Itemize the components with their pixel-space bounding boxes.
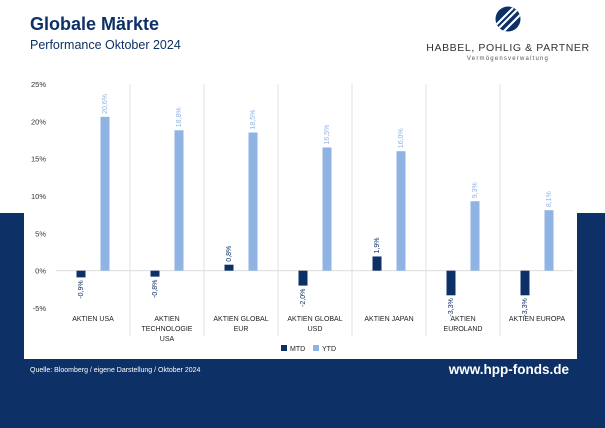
data-label-ytd: 9,3%	[472, 182, 479, 198]
category-label: AKTIEN GLOBAL	[213, 316, 268, 323]
source-note: Quelle: Bloomberg / eigene Darstellung /…	[30, 367, 201, 374]
data-label-mtd: -0,8%	[152, 280, 159, 298]
category-label: AKTIEN JAPAN	[364, 316, 413, 323]
category-label: AKTIEN	[450, 316, 475, 323]
bar-ytd	[322, 147, 332, 271]
data-label-ytd: 16,0%	[398, 128, 405, 148]
performance-chart: -5% 0% 5% 10% 15% 20% 25% -0,9% 20,6% AKTIEN USA -…	[31, 80, 574, 353]
chart-panel: -5% 0% 5% 10% 15% 20% 25% -0,9% 20,6% AKTIEN USA -…	[24, 74, 577, 359]
bar-mtd	[446, 270, 456, 296]
logo-tagline: Vermögensverwaltung	[466, 56, 550, 62]
category-label: USD	[308, 326, 323, 333]
bar-ytd	[544, 210, 554, 271]
legend-label-mtd: MTD	[290, 346, 305, 353]
data-label-ytd: 18,5%	[250, 110, 257, 130]
bar-ytd	[470, 201, 480, 271]
data-label-ytd: 8,1%	[546, 191, 553, 207]
legend-label-ytd: YTD	[322, 346, 336, 353]
y-tick-label: -5%	[33, 304, 47, 313]
company-logo: HABBEL, POHLIG & PARTNER Vermögensverwal…	[418, 6, 598, 68]
page-title: Globale Märkte	[30, 14, 160, 34]
bar-mtd	[150, 270, 160, 277]
bar-mtd	[372, 256, 382, 271]
bar-ytd	[100, 116, 110, 271]
category-label: AKTIEN USA	[72, 316, 114, 323]
website-link[interactable]: www.hpp-fonds.de	[448, 362, 569, 377]
bar-ytd	[174, 130, 184, 271]
y-tick-label: 0%	[35, 267, 46, 276]
data-label-mtd: -2,0%	[300, 289, 307, 307]
category-label: EUR	[234, 326, 249, 333]
y-tick-label: 5%	[35, 229, 46, 238]
page-subtitle: Performance Oktober 2024	[30, 38, 181, 52]
logo-name: HABBEL, POHLIG & PARTNER	[426, 42, 590, 54]
data-label-ytd: 20,6%	[102, 94, 109, 114]
bar-mtd	[224, 264, 234, 271]
data-label-mtd: 1,9%	[374, 238, 381, 254]
category-label: USA	[160, 336, 175, 343]
y-tick-label: 25%	[31, 80, 46, 89]
data-label-ytd: 18,8%	[176, 107, 183, 127]
legend-swatch-mtd	[281, 345, 287, 351]
data-label-mtd: -0,9%	[78, 280, 85, 298]
bar-mtd	[298, 270, 308, 286]
category-label: AKTIEN GLOBAL	[287, 316, 342, 323]
data-label-ytd: 16,5%	[324, 125, 331, 145]
category-label: AKTIEN EUROPA	[509, 316, 566, 323]
category-label: AKTIEN	[154, 316, 179, 323]
logo-mark-icon	[495, 6, 521, 32]
data-label-mtd: -3,3%	[522, 298, 529, 316]
bar-mtd	[520, 270, 530, 296]
bar-mtd	[76, 270, 86, 278]
y-tick-label: 20%	[31, 117, 46, 126]
data-label-mtd: -3,3%	[448, 298, 455, 316]
category-label: TECHNOLOGIE	[142, 326, 193, 333]
data-label-mtd: 0,8%	[226, 246, 233, 262]
bar-ytd	[396, 151, 406, 271]
y-tick-label: 15%	[31, 155, 46, 164]
legend-swatch-ytd	[313, 345, 319, 351]
category-label: EUROLAND	[444, 326, 483, 333]
y-tick-label: 10%	[31, 192, 46, 201]
bar-ytd	[248, 132, 258, 271]
